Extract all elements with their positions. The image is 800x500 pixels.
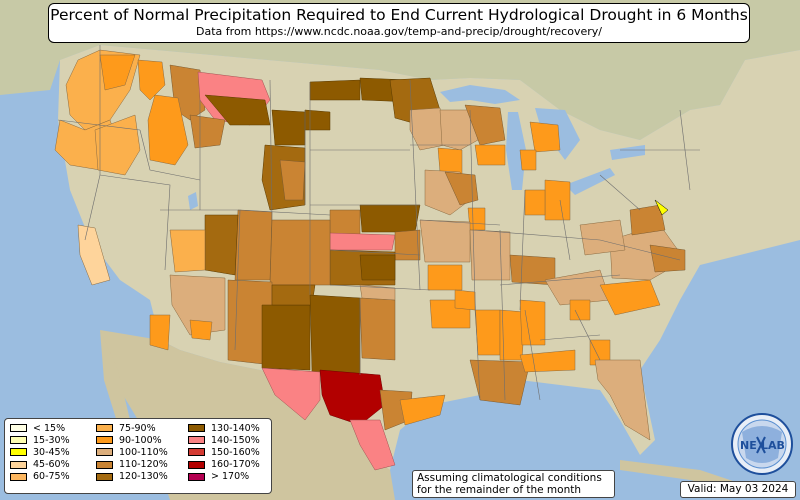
legend-label: 45-60% <box>33 459 70 471</box>
legend-item: 120-130% <box>96 471 168 483</box>
legend-column-1: < 15% 15-30% 30-45% 45-60% 60-75% <box>10 422 70 483</box>
lake-ontario <box>610 145 645 160</box>
legend-label: 60-75% <box>33 471 70 483</box>
legend-item: 30-45% <box>10 446 70 458</box>
legend-label: 15-30% <box>33 434 70 446</box>
map-subtitle: Data from https://www.ncdc.noaa.gov/temp… <box>196 25 602 38</box>
assumption-note: Assuming climatological conditions for t… <box>412 470 615 498</box>
legend-swatch <box>96 448 113 457</box>
legend-label: 140-150% <box>211 434 260 446</box>
legend-swatch <box>188 448 205 457</box>
legend-label: 120-130% <box>119 471 168 483</box>
legend-swatch <box>96 436 113 445</box>
legend-item: 110-120% <box>96 459 168 471</box>
lake-superior <box>440 85 520 104</box>
legend-item: 160-170% <box>188 459 260 471</box>
legend-item: 150-160% <box>188 446 260 458</box>
legend-column-3: 130-140% 140-150% 150-160% 160-170% > 17… <box>188 422 260 483</box>
legend-swatch <box>96 472 113 481</box>
legend-label: 160-170% <box>211 459 260 471</box>
legend-item: 140-150% <box>188 434 260 446</box>
legend-item: < 15% <box>10 422 70 434</box>
valid-date: Valid: May 03 2024 <box>680 481 796 498</box>
legend-swatch <box>96 424 113 433</box>
baja-land <box>100 330 150 470</box>
legend-swatch <box>10 448 27 457</box>
assumption-note-line-2: for the remainder of the month <box>417 484 582 496</box>
legend-label: 30-45% <box>33 446 70 458</box>
legend: < 15% 15-30% 30-45% 45-60% 60-75% 75-90%… <box>4 418 272 494</box>
legend-label: < 15% <box>33 422 66 434</box>
map-title: Percent of Normal Precipitation Required… <box>50 6 748 24</box>
great-salt-lake <box>188 192 198 210</box>
legend-swatch <box>188 424 205 433</box>
legend-item: > 170% <box>188 471 260 483</box>
map-title-box: Percent of Normal Precipitation Required… <box>48 3 750 43</box>
legend-label: 110-120% <box>119 459 168 471</box>
legend-swatch <box>188 460 205 469</box>
legend-item: 90-100% <box>96 434 168 446</box>
legend-item: 60-75% <box>10 471 70 483</box>
legend-label: > 170% <box>211 471 250 483</box>
legend-swatch <box>10 460 27 469</box>
legend-item: 100-110% <box>96 446 168 458</box>
legend-swatch <box>10 472 27 481</box>
logo-text-right: LAB <box>761 439 785 452</box>
legend-label: 130-140% <box>211 422 260 434</box>
assumption-note-line-1: Assuming climatological conditions <box>417 472 602 484</box>
legend-item: 15-30% <box>10 434 70 446</box>
legend-label: 75-90% <box>119 422 156 434</box>
lake-michigan <box>506 112 526 190</box>
legend-swatch <box>188 436 205 445</box>
lake-erie <box>565 168 615 195</box>
legend-swatch <box>10 424 27 433</box>
logo-text-left: NE <box>740 439 757 452</box>
legend-label: 150-160% <box>211 446 260 458</box>
legend-item: 130-140% <box>188 422 260 434</box>
legend-item: 45-60% <box>10 459 70 471</box>
legend-item: 75-90% <box>96 422 168 434</box>
legend-column-2: 75-90% 90-100% 100-110% 110-120% 120-130… <box>96 422 168 483</box>
legend-label: 90-100% <box>119 434 162 446</box>
legend-swatch <box>188 472 205 481</box>
state-borders <box>57 45 700 401</box>
legend-label: 100-110% <box>119 446 168 458</box>
nexlab-logo-text: NE LAB <box>740 436 785 454</box>
logo-x-icon <box>756 436 766 454</box>
legend-swatch <box>96 460 113 469</box>
drought-regions <box>54 49 686 471</box>
legend-swatch <box>10 436 27 445</box>
